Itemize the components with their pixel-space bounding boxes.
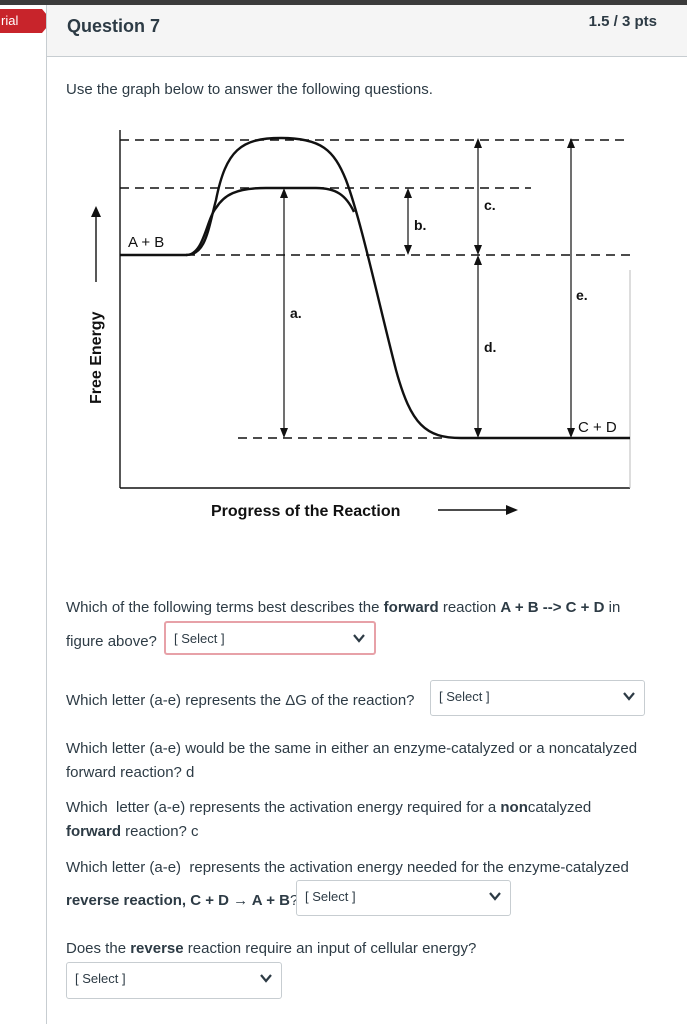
intro-text: Use the graph below to answer the follow… xyxy=(66,81,433,98)
chevron-down-icon xyxy=(260,974,272,983)
uncatalyzed-curve xyxy=(120,136,630,440)
question-title: Question 7 xyxy=(67,16,161,36)
question-header: Question 7 1.5 / 3 pts xyxy=(47,5,687,57)
q4-line1-text: Which letter (a-e) represents the activa… xyxy=(66,799,501,816)
question-card: Question 7 1.5 / 3 pts xyxy=(46,5,687,1024)
q6-post: reaction require an input of cellular en… xyxy=(183,940,477,957)
y-axis-label: Free Energy xyxy=(88,311,105,404)
q1-bold: forward xyxy=(383,599,439,616)
q4-line1b: catalyzed xyxy=(527,799,592,816)
q5-line1: Which letter (a-e) represents the activa… xyxy=(66,859,629,876)
products-label: C + D xyxy=(578,419,617,436)
letter-e-label: e. xyxy=(576,287,588,303)
chevron-down-icon xyxy=(489,892,501,901)
q5-bold: reverse reaction, C + D → A + B xyxy=(66,892,290,909)
q4-bold: non xyxy=(500,799,528,816)
q1-text: Which of the following terms best descri… xyxy=(66,596,620,620)
arrow-b-head-bottom xyxy=(404,245,412,255)
q6-select[interactable]: [ Select ] xyxy=(66,962,282,999)
q3-line2: forward reaction? d xyxy=(66,764,195,781)
tutorial-tab-label: rial xyxy=(1,13,19,28)
q1-pre: Which of the following terms best descri… xyxy=(66,599,384,616)
q1-select-value: [ Select ] xyxy=(174,631,225,646)
letter-c-label: c. xyxy=(484,197,496,213)
letter-a-label: a. xyxy=(290,305,302,321)
question-points: 1.5 / 3 pts xyxy=(588,13,657,30)
arrow-b-head-top xyxy=(404,188,412,198)
q4-line1: Which letter (a-e) represents the activa… xyxy=(66,796,591,820)
arrow-c-head-bottom xyxy=(474,245,482,255)
q6-pre: Does the xyxy=(66,940,131,957)
tutorial-tab[interactable]: rial xyxy=(0,9,42,33)
q5-select-value: [ Select ] xyxy=(305,889,356,904)
chevron-down-icon xyxy=(353,634,365,643)
chevron-down-icon xyxy=(623,692,635,701)
q6-bold: reverse xyxy=(130,940,184,957)
top-strip xyxy=(0,0,687,5)
arrow-e-head-top xyxy=(567,138,575,148)
arrow-d-head-bottom xyxy=(474,428,482,438)
q2-select-value: [ Select ] xyxy=(439,689,490,704)
q2-text: Which letter (a-e) represents the ΔG of … xyxy=(66,692,415,709)
q4-bold2: forward xyxy=(66,823,122,840)
q1-mid: reaction xyxy=(438,599,501,616)
arrow-e-head-bottom xyxy=(567,428,575,438)
x-axis-label: Progress of the Reaction xyxy=(211,503,400,520)
q5-qmark: ? xyxy=(289,892,299,909)
x-axis-arrow-head xyxy=(506,505,518,515)
arrow-d-head-top xyxy=(474,255,482,265)
arrow-a-head-bottom xyxy=(280,428,288,438)
q1-select[interactable]: [ Select ] xyxy=(164,621,376,655)
q6-text: Does the reverse reaction require an inp… xyxy=(66,937,476,961)
q1-bold2: A + B --> C + D xyxy=(500,599,605,616)
catalyzed-curve xyxy=(185,186,356,257)
q1-line2: figure above? xyxy=(66,633,157,650)
arrow-a-head-top xyxy=(280,188,288,198)
letter-b-label: b. xyxy=(414,217,426,233)
q1-post: in xyxy=(604,599,621,616)
arrow-c-head-top xyxy=(474,138,482,148)
q4-line2-text: reaction? c xyxy=(121,823,199,840)
q5-select[interactable]: [ Select ] xyxy=(296,880,511,916)
reactants-label: A + B xyxy=(128,234,164,251)
free-energy-graph: A + B C + D a. b. c. d. e. Free Energy P… xyxy=(88,130,631,520)
q5-line2: reverse reaction, C + D → A + B? xyxy=(66,889,298,913)
q2-select[interactable]: [ Select ] xyxy=(430,680,645,716)
q3-line1: Which letter (a-e) would be the same in … xyxy=(66,740,638,757)
q4-line2: forward reaction? c xyxy=(66,820,199,844)
letter-d-label: d. xyxy=(484,339,496,355)
q6-select-value: [ Select ] xyxy=(75,971,126,986)
y-axis-arrow-head xyxy=(91,206,101,217)
